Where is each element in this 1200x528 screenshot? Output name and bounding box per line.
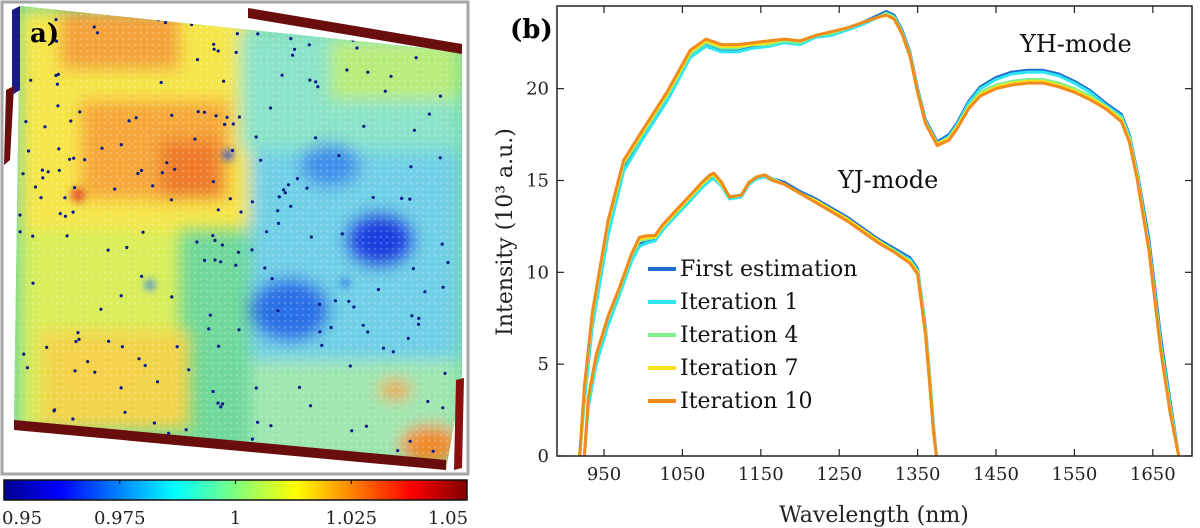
- series-line-yh: [578, 13, 1181, 457]
- legend-entry: Iteration 1: [680, 290, 798, 315]
- flat-field-map: [4, 6, 464, 470]
- legend-entry: Iteration 10: [680, 389, 812, 414]
- colorbar: 0.95 0.975 1 1.025 1.05: [2, 479, 468, 528]
- annotation-yj-mode: YJ-mode: [837, 166, 938, 194]
- panel-b-label: (b): [510, 15, 553, 45]
- panel-a: a) 0.95 0.975 1 1.025 1.05: [0, 0, 470, 528]
- y-tick-label: 5: [538, 354, 549, 375]
- x-tick-label: 1250: [816, 464, 862, 485]
- x-tick-label: 1350: [895, 464, 941, 485]
- x-tick-label: 1650: [1130, 464, 1176, 485]
- panel-b: 950 1050 1150 1250 1350 1450 1550 165005101520 …: [493, 5, 1193, 528]
- series-line-yh: [578, 11, 1181, 457]
- series-line-yj: [582, 171, 938, 457]
- y-tick-label: 15: [526, 170, 549, 191]
- panel-a-frame: [0, 0, 470, 476]
- series-line-yj: [582, 175, 938, 457]
- x-tick-label: 950: [587, 464, 621, 485]
- x-tick-label: 1050: [660, 464, 706, 485]
- x-tick-label: 1450: [973, 464, 1019, 485]
- series-line-yh: [578, 11, 1181, 457]
- legend: First estimation Iteration 1 Iteration 4 It…: [648, 257, 857, 414]
- y-tick-label: 0: [538, 446, 549, 467]
- series-line-yh: [578, 10, 1181, 457]
- y-axis-title: Intensity (10³ a.u.): [493, 128, 518, 336]
- colorbar-tick-label: 0.95: [2, 508, 42, 528]
- y-tick-label: 10: [526, 262, 549, 283]
- legend-entry: Iteration 4: [680, 323, 798, 348]
- annotation-yh-mode: YH-mode: [1019, 30, 1132, 58]
- x-axis-title: Wavelength (nm): [779, 503, 969, 528]
- colorbar-tick-label: 1: [230, 508, 241, 528]
- legend-entry: Iteration 7: [680, 356, 798, 381]
- colorbar-tick-label: 1.05: [428, 508, 468, 528]
- x-tick-label: 1550: [1052, 464, 1098, 485]
- colorbar-tick-label: 0.975: [94, 508, 146, 528]
- colorbar-tick-label: 1.025: [325, 508, 377, 528]
- panel-a-label: a): [30, 19, 59, 49]
- series-line-yh: [578, 13, 1181, 457]
- x-tick-label: 1150: [738, 464, 784, 485]
- y-tick-label: 20: [526, 79, 549, 100]
- legend-entry: First estimation: [680, 257, 857, 282]
- plot-area-frame: [556, 5, 1193, 457]
